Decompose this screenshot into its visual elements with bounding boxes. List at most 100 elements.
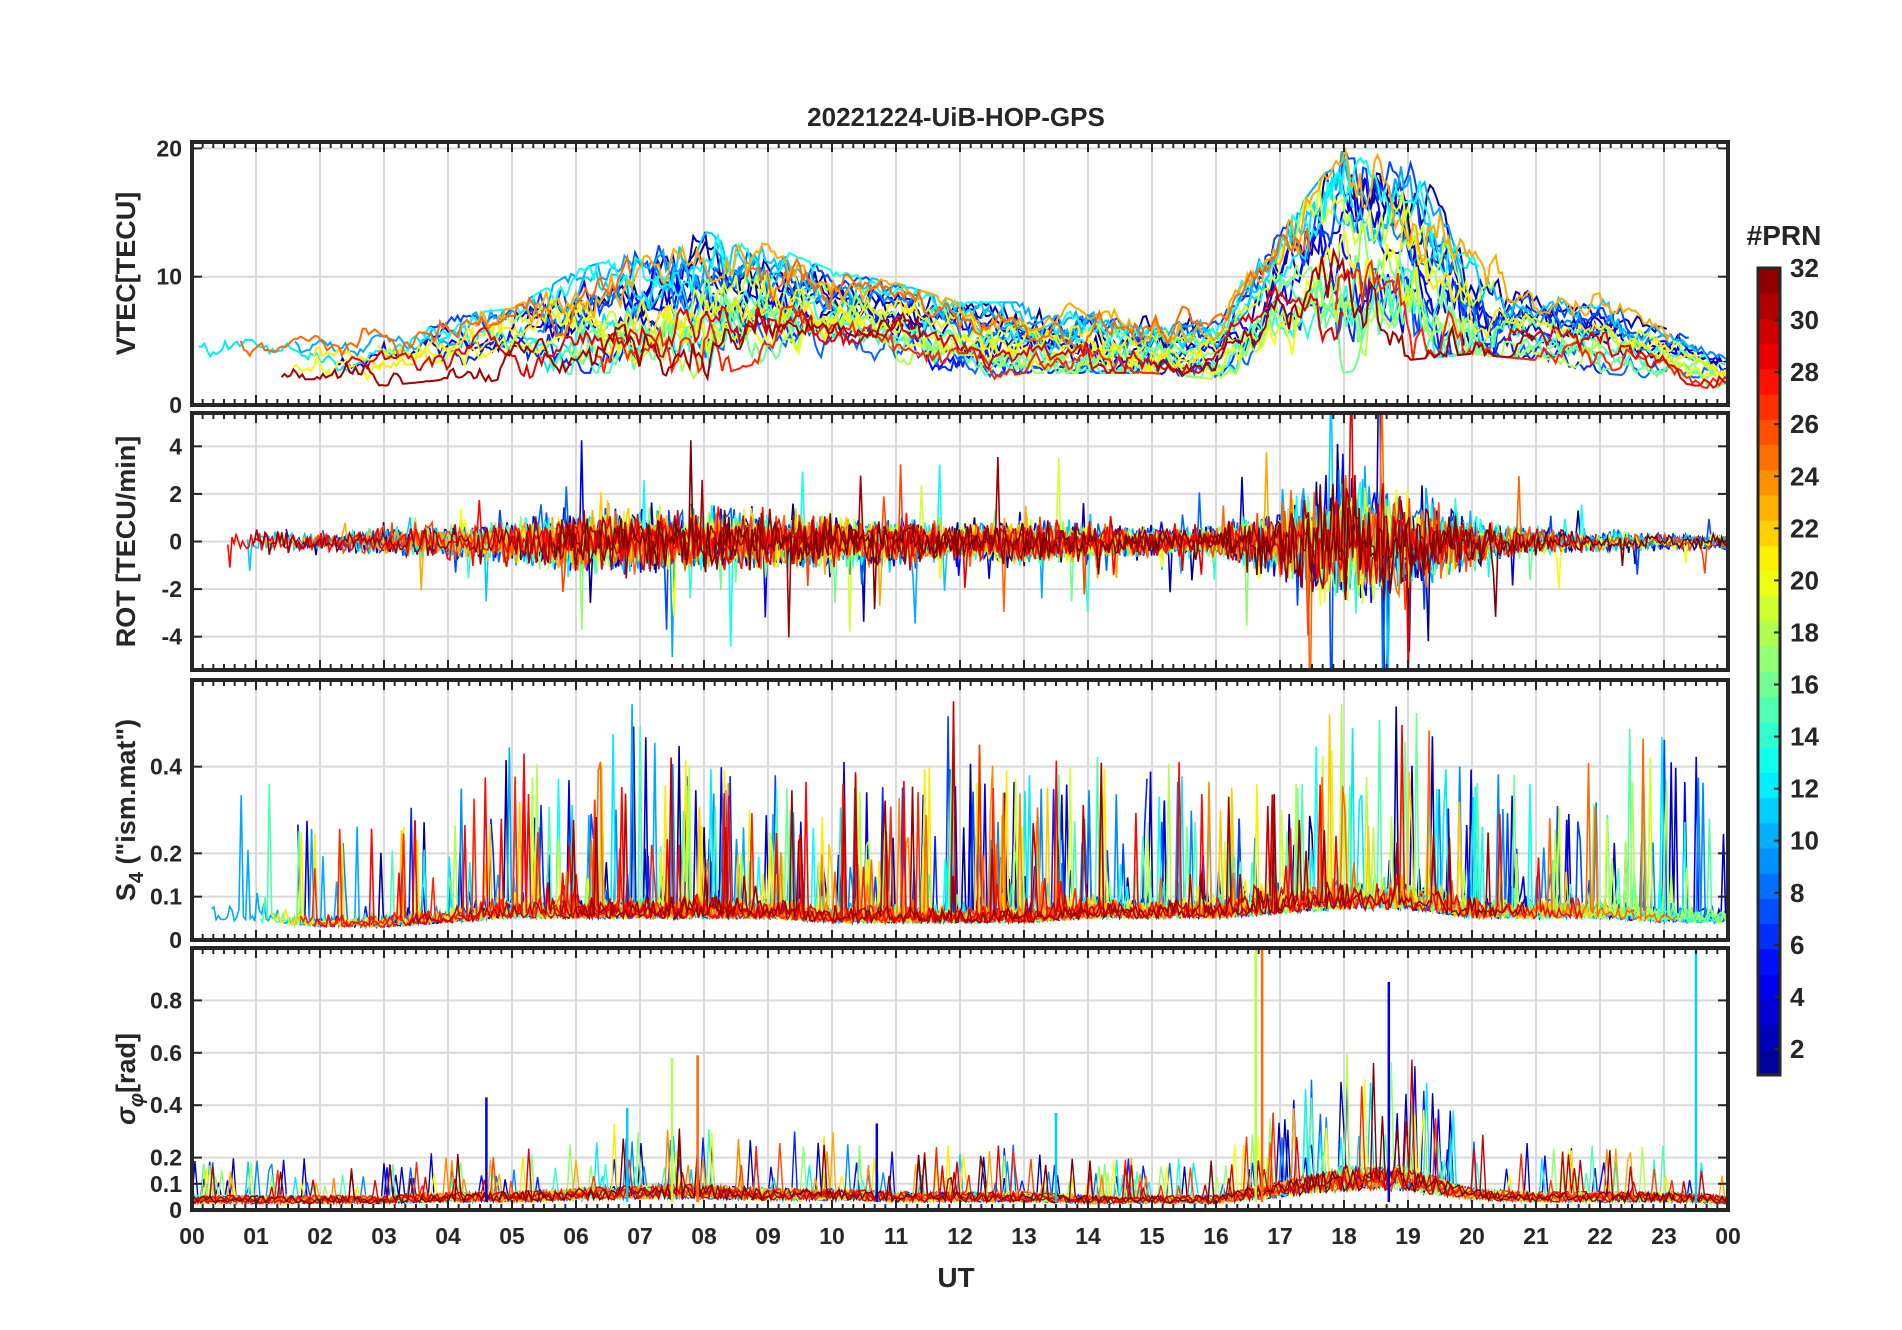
y-tick-label: 0.4 (150, 754, 182, 780)
colorbar-tick-label: 22 (1790, 513, 1819, 543)
y-tick-label: 0 (169, 529, 182, 555)
colorbar-segment (1758, 797, 1780, 824)
panel-s4: 0 0.1 0.2 0.4S4 ("ism.mat") (111, 678, 1730, 953)
y-tick-label: 0.4 (150, 1092, 182, 1118)
colorbar-segment (1758, 999, 1780, 1026)
series-line-prn-4 (285, 440, 1728, 670)
x-tick-label: 10 (819, 1223, 845, 1249)
colorbar-tick-label: 10 (1790, 826, 1819, 856)
x-tick-label: 12 (947, 1223, 973, 1249)
x-tick-label: 23 (1651, 1223, 1677, 1249)
y-axis-label: σφ[rad] (111, 1033, 148, 1125)
x-tick-label: 18 (1331, 1223, 1357, 1249)
x-tick-label: 07 (627, 1223, 653, 1249)
x-axis-label: UT (937, 1262, 974, 1293)
panel-rot: -4 -2 0 2 4 ROT [TECU/min] (111, 411, 1730, 672)
panel-sigma-phi: 00.10.2 0.4 0.6 0.8σφ[rad] 00 01 02 03 04 05 06 07 0… (111, 946, 1741, 1249)
colorbar-segment (1758, 1049, 1780, 1076)
series-line-prn-32 (192, 1062, 1728, 1206)
colorbar-segment (1758, 570, 1780, 597)
y-axis-label-subscript: 4 (126, 871, 148, 883)
series-line-prn-31 (280, 311, 922, 387)
colorbar-tick-label: 20 (1790, 565, 1819, 595)
colorbar-tick-label: 16 (1790, 670, 1819, 700)
y-tick-label: 0.2 (150, 840, 182, 866)
series-line-prn-25 (239, 253, 632, 359)
colorbar-tick-label: 6 (1790, 930, 1804, 960)
colorbar-segment (1758, 747, 1780, 773)
x-tick-label: 11 (884, 1223, 909, 1249)
y-tick-label: -4 (162, 624, 183, 650)
colorbar-segment (1758, 368, 1780, 395)
x-tick-label: 14 (1075, 1223, 1101, 1249)
y-tick-label: 0.2 (150, 1145, 182, 1171)
series-line-prn-20 (292, 231, 1421, 382)
colorbar-segment (1758, 343, 1780, 370)
y-tick-label: 0.1 (150, 884, 182, 910)
y-axis-label: ROT [TECU/min] (111, 436, 141, 647)
x-tick-label: 13 (1011, 1223, 1037, 1249)
colorbar-segment (1758, 394, 1780, 420)
colorbar-segment (1758, 923, 1780, 950)
colorbar-segment (1758, 318, 1780, 345)
series-group (211, 701, 1728, 930)
colorbar-tick-label: 30 (1790, 305, 1819, 335)
x-tick-label: 20 (1459, 1223, 1485, 1249)
colorbar-segment (1758, 268, 1780, 294)
colorbar-tick-label: 26 (1790, 409, 1819, 439)
colorbar-segment (1758, 671, 1780, 698)
x-tick-label: 01 (243, 1223, 269, 1249)
colorbar-title: #PRN (1747, 220, 1822, 251)
x-tick-label: 21 (1523, 1223, 1549, 1249)
x-tick-label: 00 (1715, 1223, 1741, 1249)
y-tick-label: 4 (169, 433, 182, 459)
colorbar-segment (1758, 646, 1780, 672)
colorbar-segment (1758, 873, 1780, 899)
y-tick-label: -2 (162, 576, 182, 602)
x-tick-label: 17 (1267, 1223, 1293, 1249)
series-line-prn-4 (336, 178, 1595, 375)
panel-vtec: 0 10 20 VTEC[TECU] (111, 135, 1730, 418)
series-line-prn-31 (559, 762, 1526, 926)
series-line-prn-18 (568, 272, 1642, 381)
series-line-prn-31 (251, 456, 1506, 638)
x-tick-label: 02 (307, 1223, 333, 1249)
figure-title: 20221224-UiB-HOP-GPS (807, 102, 1105, 132)
x-tick-label: 00 (179, 1223, 205, 1249)
colorbar-segment (1758, 293, 1780, 319)
series-line-prn-29-pass2 (1505, 326, 1728, 389)
colorbar-segment (1758, 444, 1780, 471)
colorbar-tick-label: 18 (1790, 617, 1819, 647)
colorbar-tick-label: 12 (1790, 774, 1819, 804)
y-tick-label: 20 (156, 135, 182, 161)
y-tick-label: 0.8 (150, 987, 182, 1013)
colorbar-tick-label: 14 (1790, 722, 1819, 752)
colorbar-segment (1758, 595, 1780, 622)
series-line-prn-21-pass2 (1399, 209, 1728, 383)
colorbar-tick-label: 24 (1790, 461, 1819, 491)
y-tick-label: 10 (156, 264, 182, 290)
x-tick-label: 22 (1587, 1223, 1613, 1249)
colorbar-segment (1758, 822, 1780, 849)
colorbar-segment (1758, 898, 1780, 925)
colorbar-segment (1758, 494, 1780, 521)
colorbar-segment (1758, 520, 1780, 546)
colorbar-tick-label: 28 (1790, 357, 1819, 387)
y-axis-label: VTEC[TECU] (111, 192, 141, 356)
series-line-prn-23 (474, 148, 1672, 346)
colorbar-segment (1758, 545, 1780, 572)
colorbar-segment (1758, 419, 1780, 446)
colorbar-frame (1756, 266, 1782, 1077)
series-group (198, 147, 1728, 390)
series-line-prn-25-pass2 (745, 227, 1311, 352)
colorbar-tick-label: 4 (1790, 982, 1805, 1012)
series-line-prn-32 (552, 440, 1728, 617)
colorbar-segment (1758, 948, 1780, 975)
series-group (227, 413, 1728, 670)
series-line-prn-30 (192, 1059, 1728, 1206)
x-tick-label: 09 (755, 1223, 781, 1249)
colorbar-tick-label: 32 (1790, 253, 1819, 283)
colorbar-segment (1758, 772, 1780, 799)
